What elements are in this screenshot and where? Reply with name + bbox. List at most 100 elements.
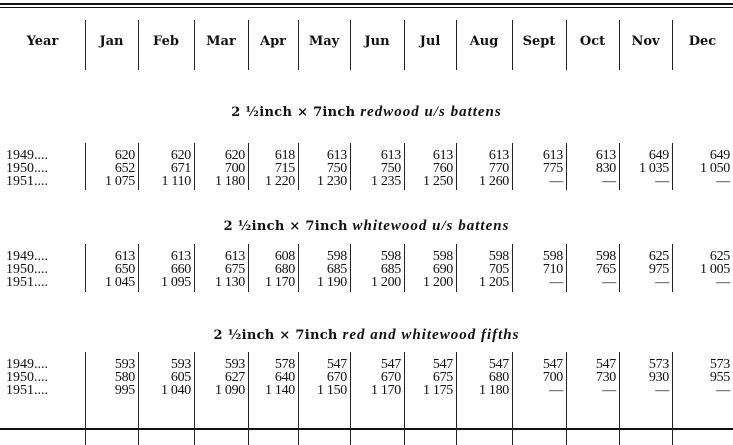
table-cell: 770 bbox=[488, 161, 509, 176]
table-cell: — bbox=[716, 275, 730, 290]
row-year: 1951.... bbox=[6, 383, 48, 398]
section-title: 2 ½inch × 7inch redwood u/s battens bbox=[0, 104, 733, 121]
table-cell: 598 bbox=[380, 249, 401, 264]
section-title: 2 ½inch × 7inch red and whitewood fifths bbox=[0, 327, 733, 344]
table-cell: 649 bbox=[709, 148, 730, 163]
section-title: 2 ½inch × 7inch whitewood u/s battens bbox=[0, 218, 733, 235]
column-header-may: May bbox=[308, 34, 340, 49]
section-title-item: red and whitewood fifths bbox=[342, 327, 520, 343]
table-cell: 675 bbox=[432, 370, 453, 385]
table-cell: 620 bbox=[114, 148, 135, 163]
table-cell: 1 040 bbox=[160, 383, 191, 398]
table-cell: 613 bbox=[380, 148, 401, 163]
table-cell: 930 bbox=[648, 370, 669, 385]
table-cell: 765 bbox=[595, 262, 616, 277]
table-cell: 750 bbox=[380, 161, 401, 176]
table-cell: 1 205 bbox=[478, 275, 509, 290]
column-divider bbox=[456, 352, 457, 445]
table-cell: 685 bbox=[326, 262, 347, 277]
table-cell: 547 bbox=[432, 357, 453, 372]
column-divider bbox=[456, 20, 457, 70]
column-header-jul: Jul bbox=[419, 34, 441, 49]
column-header-jun: Jun bbox=[364, 34, 390, 49]
table-cell: 1 075 bbox=[104, 174, 135, 189]
table-cell: 680 bbox=[274, 262, 295, 277]
table-cell: 760 bbox=[432, 161, 453, 176]
column-divider bbox=[194, 352, 195, 445]
table-cell: 955 bbox=[709, 370, 730, 385]
column-header-apr: Apr bbox=[259, 34, 287, 49]
table-cell: 680 bbox=[488, 370, 509, 385]
column-header-jan: Jan bbox=[99, 34, 124, 49]
table-cell: — bbox=[655, 383, 669, 398]
table-cell: 750 bbox=[326, 161, 347, 176]
table-cell: 652 bbox=[114, 161, 135, 176]
column-divider bbox=[85, 20, 86, 70]
table-cell: 715 bbox=[274, 161, 295, 176]
column-divider bbox=[194, 20, 195, 70]
table-cell: 1 190 bbox=[316, 275, 347, 290]
column-divider bbox=[194, 244, 195, 292]
table-cell: 660 bbox=[170, 262, 191, 277]
table-cell: 685 bbox=[380, 262, 401, 277]
column-divider bbox=[194, 143, 195, 190]
top-rule-inner bbox=[0, 7, 733, 8]
column-divider bbox=[298, 244, 299, 292]
table-cell: 593 bbox=[114, 357, 135, 372]
column-divider bbox=[138, 143, 139, 190]
table-cell: 1 130 bbox=[214, 275, 245, 290]
section-title-item: redwood u/s battens bbox=[360, 104, 502, 120]
table-cell: 1 035 bbox=[638, 161, 669, 176]
column-divider bbox=[85, 244, 86, 292]
column-divider bbox=[566, 20, 567, 70]
table-cell: 547 bbox=[595, 357, 616, 372]
column-divider bbox=[404, 20, 405, 70]
row-year: 1950.... bbox=[6, 370, 48, 385]
table-cell: 649 bbox=[648, 148, 669, 163]
row-year: 1950.... bbox=[6, 262, 48, 277]
table-cell: — bbox=[716, 174, 730, 189]
table-cell: 1 050 bbox=[699, 161, 730, 176]
table-cell: 1 250 bbox=[422, 174, 453, 189]
table-cell: 547 bbox=[380, 357, 401, 372]
table-cell: 1 045 bbox=[104, 275, 135, 290]
table-cell: 593 bbox=[170, 357, 191, 372]
column-divider bbox=[404, 143, 405, 190]
table-cell: 613 bbox=[224, 249, 245, 264]
column-divider bbox=[248, 20, 249, 70]
table-cell: 598 bbox=[326, 249, 347, 264]
column-divider bbox=[512, 244, 513, 292]
table-cell: 598 bbox=[488, 249, 509, 264]
table-cell: 613 bbox=[326, 148, 347, 163]
column-divider bbox=[672, 244, 673, 292]
column-divider bbox=[248, 244, 249, 292]
section-title-dimensions: 2 ½inch × 7inch bbox=[223, 219, 348, 234]
table-cell: 1 180 bbox=[478, 383, 509, 398]
table-cell: 700 bbox=[542, 370, 563, 385]
table-cell: 598 bbox=[432, 249, 453, 264]
column-divider bbox=[619, 244, 620, 292]
section-title-item: whitewood u/s battens bbox=[352, 218, 510, 234]
table-cell: 608 bbox=[274, 249, 295, 264]
table-cell: 670 bbox=[326, 370, 347, 385]
column-divider bbox=[672, 143, 673, 190]
table-cell: 710 bbox=[542, 262, 563, 277]
table-cell: 1 170 bbox=[370, 383, 401, 398]
column-divider bbox=[85, 352, 86, 445]
table-cell: 1 260 bbox=[478, 174, 509, 189]
table-cell: — bbox=[602, 174, 616, 189]
table-cell: 625 bbox=[709, 249, 730, 264]
table-cell: 1 170 bbox=[264, 275, 295, 290]
table-cell: 613 bbox=[114, 249, 135, 264]
table-cell: 705 bbox=[488, 262, 509, 277]
column-divider bbox=[248, 352, 249, 445]
table-cell: 573 bbox=[648, 357, 669, 372]
table-cell: 578 bbox=[274, 357, 295, 372]
table-cell: 613 bbox=[488, 148, 509, 163]
row-year: 1950.... bbox=[6, 161, 48, 176]
table-cell: — bbox=[716, 383, 730, 398]
column-divider bbox=[672, 20, 673, 70]
table-cell: 618 bbox=[274, 148, 295, 163]
table-cell: 671 bbox=[170, 161, 191, 176]
